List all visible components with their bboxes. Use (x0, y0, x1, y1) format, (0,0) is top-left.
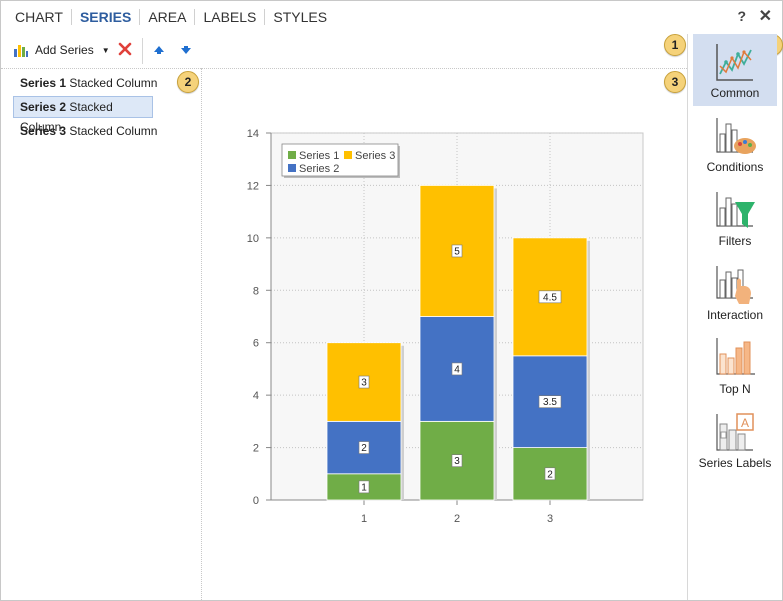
panel-divider (687, 34, 688, 600)
series-toolbar: Add Series ▼ (1, 34, 687, 66)
data-label-box (451, 362, 463, 376)
panel-item-interaction[interactable]: Interaction (693, 256, 777, 328)
legend-entry: Series 3 (355, 150, 395, 162)
legend-swatch (288, 151, 296, 159)
palette-chart-icon (716, 118, 756, 154)
legend (281, 143, 399, 177)
series-name: Series 2 (20, 100, 67, 114)
callout-badge-1: 1 (664, 34, 686, 56)
top-n-chart-icon (716, 338, 755, 375)
panel-item-top-n[interactable]: Top N (693, 330, 777, 402)
x-tick-label: 3 (547, 513, 553, 525)
line-chart-icon (716, 44, 753, 81)
series-name: Series 1 (20, 76, 67, 90)
data-label-box (451, 244, 463, 258)
panel-item-series-labels[interactable]: A Series Labels (693, 404, 777, 476)
data-label-box (358, 480, 370, 494)
legend-entry: Series 2 (299, 163, 339, 175)
y-tick-label: 2 (253, 443, 259, 455)
x-tick-label: 1 (361, 513, 367, 525)
add-series-label: Add Series (35, 43, 94, 57)
label-chart-icon: A (716, 413, 754, 451)
y-tick-label: 0 (253, 495, 259, 507)
legend-swatch (344, 151, 352, 159)
series-type: Stacked Column (69, 124, 158, 138)
y-tick-label: 12 (247, 180, 259, 192)
move-up-button[interactable] (153, 44, 165, 58)
data-label-box (358, 375, 370, 389)
series-name: Series 3 (20, 124, 67, 138)
tab-labels[interactable]: LABELS (195, 9, 266, 25)
panel-item-label: Common (710, 86, 760, 100)
series-type: Stacked Column (20, 100, 113, 134)
delete-series-button[interactable] (117, 41, 133, 60)
data-label: 1 (361, 482, 367, 493)
series-list: Series 1 Stacked Column Series 2 Stacked… (13, 72, 199, 144)
series-item-1[interactable]: Series 1 Stacked Column (13, 72, 199, 94)
toolbar-separator (142, 38, 143, 64)
y-tick-label: 14 (247, 128, 259, 140)
svg-text:A: A (741, 416, 749, 430)
y-tick-label: 6 (253, 338, 259, 350)
legend-entry: Series 1 (299, 150, 339, 162)
data-label: 3 (361, 378, 367, 389)
toolbar-divider (1, 68, 687, 69)
panel-item-label: Top N (719, 382, 751, 396)
delete-icon (118, 42, 132, 56)
panel-item-label: Series Labels (698, 456, 772, 470)
list-divider (201, 68, 202, 600)
x-tick-label: 2 (454, 513, 460, 525)
data-label-box (538, 290, 562, 304)
move-down-button[interactable] (180, 44, 192, 58)
data-label: 3.5 (543, 397, 557, 408)
data-label-box (544, 467, 556, 481)
data-label: 3 (454, 456, 460, 467)
data-label: 4.5 (543, 292, 557, 303)
data-label: 2 (361, 443, 367, 454)
data-label: 4 (454, 364, 460, 375)
y-tick-label: 4 (253, 390, 259, 402)
right-panel: Common Conditions Filters (688, 34, 782, 600)
tab-bar: CHART SERIES AREA LABELS STYLES (1, 1, 335, 33)
data-label: 2 (547, 469, 553, 480)
y-tick-label: 10 (247, 233, 259, 245)
legend-swatch (288, 164, 296, 172)
panel-item-label: Interaction (706, 308, 764, 322)
panel-item-common[interactable]: Common (693, 34, 777, 106)
arrow-up-icon (154, 46, 164, 54)
add-series-button[interactable]: Add Series ▼ (13, 40, 110, 60)
help-button[interactable]: ? (737, 8, 746, 24)
y-tick-label: 8 (253, 285, 259, 297)
series-item-3[interactable]: Series 3 Stacked Column (13, 120, 199, 142)
series-item-2[interactable]: Series 2 Stacked Column (13, 96, 153, 134)
callout-badge-3: 3 (664, 71, 686, 93)
data-label-box (358, 441, 370, 454)
callout-badge-2: 2 (177, 71, 199, 93)
funnel-chart-icon (716, 192, 755, 228)
hand-chart-icon (716, 266, 753, 304)
tab-area[interactable]: AREA (140, 9, 196, 25)
tab-chart[interactable]: CHART (7, 9, 72, 25)
panel-item-conditions[interactable]: Conditions (693, 108, 777, 180)
chevron-down-icon[interactable]: ▼ (101, 45, 110, 55)
tab-series[interactable]: SERIES (72, 9, 141, 25)
close-button[interactable]: ✕ (758, 8, 772, 25)
data-label: 5 (454, 246, 460, 257)
panel-item-filters[interactable]: Filters (693, 182, 777, 254)
arrow-down-icon (181, 46, 191, 54)
add-series-icon (14, 45, 28, 57)
panel-item-label: Filters (718, 234, 752, 248)
data-label-box (538, 395, 562, 408)
series-type: Stacked Column (69, 76, 158, 90)
panel-item-label: Conditions (706, 160, 764, 174)
data-label-box (451, 454, 463, 467)
tab-styles[interactable]: STYLES (273, 9, 328, 25)
